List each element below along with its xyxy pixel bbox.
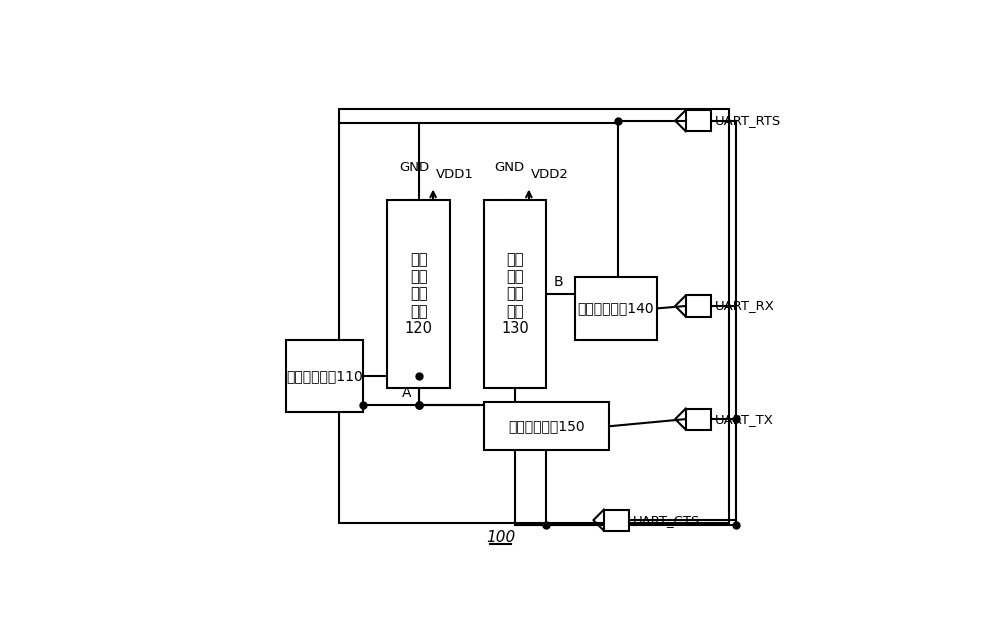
Text: UART_CTS: UART_CTS [633,514,700,527]
Bar [484,200,546,388]
Bar [387,200,450,388]
Text: 第二
节点
控制
模块
130: 第二 节点 控制 模块 130 [501,252,529,336]
Text: 第一开关模块140: 第一开关模块140 [578,301,654,316]
Bar [286,340,363,412]
Bar [604,509,629,531]
Text: GND: GND [399,161,429,174]
Text: 100: 100 [486,531,515,546]
Text: GND: GND [495,161,525,174]
Text: VDD1: VDD1 [436,168,473,181]
Text: UART_RX: UART_RX [715,299,774,312]
Text: VDD2: VDD2 [531,168,569,181]
Bar [339,109,729,522]
Text: A: A [402,386,411,399]
Text: B: B [553,275,563,289]
Text: 通信端口模块110: 通信端口模块110 [286,369,363,382]
Bar [686,409,711,429]
Bar [686,296,711,317]
Text: 第一
节点
控制
模块
120: 第一 节点 控制 模块 120 [405,252,433,336]
Bar [686,110,711,131]
Text: UART_RTS: UART_RTS [715,114,781,128]
Text: 第二开关模块150: 第二开关模块150 [508,419,584,433]
Bar [575,277,657,340]
Text: UART_TX: UART_TX [715,412,774,426]
Bar [484,402,609,451]
